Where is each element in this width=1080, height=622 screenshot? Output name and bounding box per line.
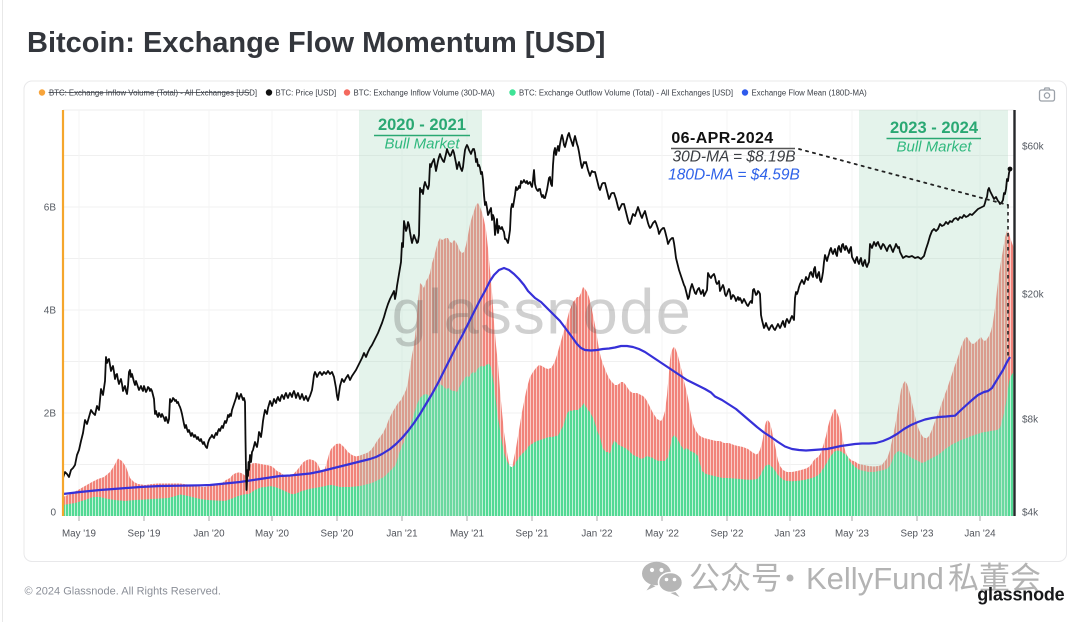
svg-text:May '21: May '21 [450, 529, 484, 540]
svg-text:Sep '21: Sep '21 [516, 529, 549, 540]
svg-text:30D-MA = $8.19B: 30D-MA = $8.19B [672, 149, 795, 166]
svg-text:Jan '22: Jan '22 [581, 529, 612, 540]
svg-text:06-APR-2024: 06-APR-2024 [671, 130, 773, 147]
svg-text:KellyFund: KellyFund [806, 561, 944, 596]
svg-text:$60k: $60k [1022, 142, 1045, 153]
svg-text:May '22: May '22 [645, 529, 679, 540]
svg-text:Jan '21: Jan '21 [386, 529, 417, 540]
svg-text:Sep '23: Sep '23 [901, 529, 934, 540]
svg-text:公众号: 公众号 [689, 561, 782, 596]
svg-text:BTC: Exchange Outflow Volume (: BTC: Exchange Outflow Volume (Total) - A… [519, 89, 733, 98]
svg-text:Sep '19: Sep '19 [128, 529, 161, 540]
svg-text:Exchange Flow Mean (180D-MA): Exchange Flow Mean (180D-MA) [752, 89, 868, 98]
svg-text:glassnode: glassnode [392, 278, 693, 348]
svg-text:0: 0 [50, 508, 56, 519]
svg-text:May '20: May '20 [255, 529, 290, 540]
svg-text:Bull Market: Bull Market [896, 139, 972, 156]
svg-text:Jan '24: Jan '24 [964, 529, 996, 540]
svg-text:2023 - 2024: 2023 - 2024 [890, 119, 979, 137]
svg-text:BTC: Exchange Inflow Volume (T: BTC: Exchange Inflow Volume (Total) - Al… [49, 89, 257, 98]
svg-text:$4k: $4k [1022, 508, 1039, 519]
svg-text:Bull Market: Bull Market [384, 136, 460, 153]
svg-text:© 2024 Glassnode. All Rights R: © 2024 Glassnode. All Rights Reserved. [25, 586, 221, 598]
svg-text:$20k: $20k [1022, 290, 1045, 301]
svg-text:Sep '22: Sep '22 [711, 529, 744, 540]
svg-text:Jan '20: Jan '20 [193, 529, 225, 540]
svg-text:BTC: Price [USD]: BTC: Price [USD] [276, 89, 337, 98]
svg-text:May '19: May '19 [62, 529, 96, 540]
svg-text:Bitcoin: Exchange Flow Momentu: Bitcoin: Exchange Flow Momentum [USD] [27, 27, 605, 59]
svg-text:May '23: May '23 [835, 529, 870, 540]
svg-text:$8k: $8k [1022, 415, 1039, 426]
svg-text:BTC: Exchange Inflow Volume (3: BTC: Exchange Inflow Volume (30D-MA) [354, 89, 496, 98]
svg-text:4B: 4B [44, 306, 57, 317]
svg-text:180D-MA = $4.59B: 180D-MA = $4.59B [668, 167, 800, 184]
svg-text:2020 - 2021: 2020 - 2021 [378, 116, 466, 134]
svg-text:Sep '20: Sep '20 [321, 529, 354, 540]
svg-text:2B: 2B [44, 409, 57, 420]
svg-text:6B: 6B [44, 203, 57, 214]
svg-text:glassnode: glassnode [977, 585, 1064, 605]
svg-text:私董会: 私董会 [948, 561, 1041, 596]
svg-text:Jan '23: Jan '23 [774, 529, 806, 540]
